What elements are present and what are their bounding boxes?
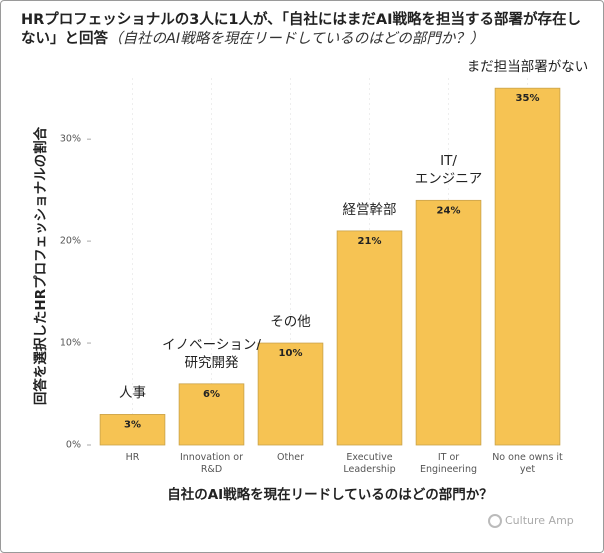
logo: Culture Amp [505,514,574,527]
annotation: その他 [270,314,311,331]
value-label: 6% [203,389,220,400]
x-tick-label: Innovation or R&D [179,452,244,475]
annotation: 人事 [119,385,146,402]
annotation: IT/ エンジニア [414,153,483,188]
value-label: 24% [437,205,461,216]
chart-title-block: HRプロフェッショナルの3人に1人が、「自社にはまだAI戦略を担当する部署が存在… [21,11,591,49]
annotation: まだ担当部署がない [466,59,589,76]
bar [99,414,166,446]
value-label: 10% [279,348,303,359]
y-tick-label: 0% [66,440,81,451]
bar [415,199,482,446]
bar [494,87,561,446]
logo-icon [488,514,502,528]
y-tick-label: 30% [60,134,81,145]
y-tick-label: 20% [60,236,81,247]
x-tick-label: Executive Leadership [343,452,396,475]
bar [336,230,403,446]
bar [257,342,324,446]
bar [178,383,245,446]
annotation: イノベーション/ 研究開発 [162,336,261,371]
y-tick-label: 10% [60,338,81,349]
x-tick-label: IT or Engineering [420,452,477,475]
x-axis-label: 自社のAI戦略を現在リードしているのはどの部門か？ [167,486,493,503]
x-tick-label: No one owns it yet [492,452,563,475]
annotation: 経営幹部 [342,201,397,218]
y-axis-label: 回答を選択したHRプロフェッショナルの割合 [32,126,49,405]
value-label: 35% [516,93,540,104]
value-label: 3% [124,419,141,430]
value-label: 21% [358,236,382,247]
chart-title: HRプロフェッショナルの3人に1人が、「自社にはまだAI戦略を担当する部署が存在… [21,12,582,47]
x-tick-label: HR [125,452,140,463]
x-tick-label: Other [277,452,304,463]
chart-subtitle: （自社のAI戦略を現在リードしているのはどの部門か？） [108,31,485,47]
